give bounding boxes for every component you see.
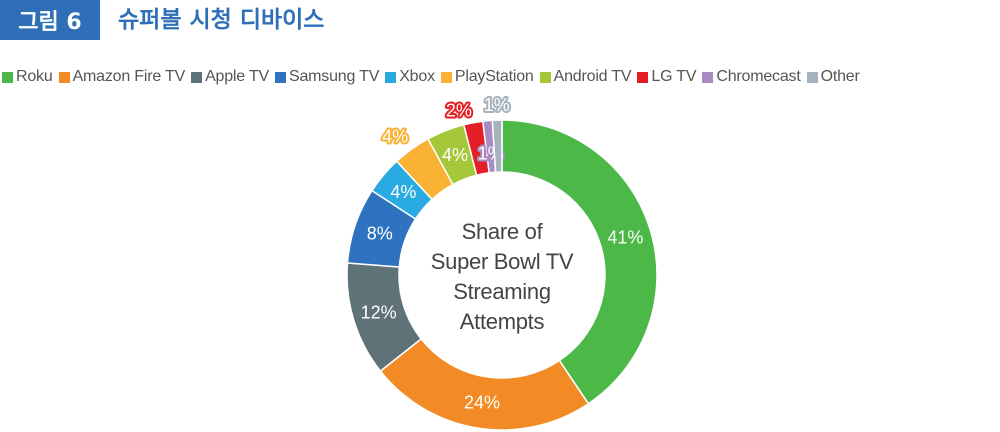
slice-data-label: 2% (446, 101, 472, 121)
legend-item: Apple TV (191, 68, 269, 86)
center-label-line: Share of (461, 219, 543, 244)
legend-label: Other (820, 68, 860, 85)
legend-item: PlayStation (440, 68, 534, 86)
legend-swatch (385, 71, 397, 83)
legend-item: Samsung TV (275, 68, 379, 86)
slice-data-label: 4% (442, 145, 468, 165)
legend-item: Other (806, 68, 860, 86)
slice-data-label: 4% (390, 182, 416, 202)
legend-label: Apple TV (205, 68, 269, 85)
slice-data-label: 1% (484, 95, 510, 115)
legend-label: Amazon Fire TV (72, 68, 186, 85)
legend-item: Chromecast (702, 68, 801, 86)
legend-item: Amazon Fire TV (58, 68, 186, 86)
legend-swatch (539, 71, 551, 83)
donut-center-label: Share of Super Bowl TV Streaming Attempts (402, 217, 602, 337)
legend-item: LG TV (637, 68, 697, 86)
legend-swatch (702, 71, 714, 83)
legend-swatch (191, 71, 203, 83)
legend-item: Android TV (539, 68, 632, 86)
legend-label: Xbox (399, 68, 435, 85)
legend-swatch (806, 71, 818, 83)
slice-data-label: 8% (367, 224, 393, 244)
slice-data-label: 41% (607, 227, 643, 247)
slice-data-label: 4% (382, 126, 408, 146)
slice-data-label: 12% (361, 303, 397, 323)
donut-slice (491, 119, 503, 173)
legend-label: Samsung TV (289, 68, 380, 85)
legend-label: PlayStation (454, 68, 534, 85)
donut-slice (501, 119, 658, 405)
legend-label: Chromecast (716, 68, 801, 85)
legend-swatch (440, 71, 452, 83)
figure-header: 그림 6 슈퍼볼 시청 디바이스 (0, 0, 1000, 40)
figure-title: 슈퍼볼 시청 디바이스 (118, 7, 325, 33)
legend-swatch (275, 71, 286, 83)
legend-label: LG TV (651, 68, 697, 85)
legend-item: Xbox (385, 68, 435, 86)
legend-swatch (637, 71, 649, 83)
legend-label: Roku (16, 68, 53, 85)
legend-label: Android TV (553, 68, 632, 85)
legend-item: Roku (2, 68, 53, 86)
center-label-line: Attempts (459, 309, 545, 334)
center-label-line: Streaming (453, 279, 551, 304)
legend-swatch (2, 71, 13, 83)
slice-data-label: 24% (464, 392, 500, 412)
center-label-line: Super Bowl TV (430, 249, 574, 274)
chart-legend: Roku Amazon Fire TV Apple TV Samsung TV Xbox… (2, 66, 866, 88)
figure-number-badge: 그림 6 (0, 0, 100, 40)
donut-slice (379, 337, 590, 431)
legend-swatch (58, 71, 70, 83)
